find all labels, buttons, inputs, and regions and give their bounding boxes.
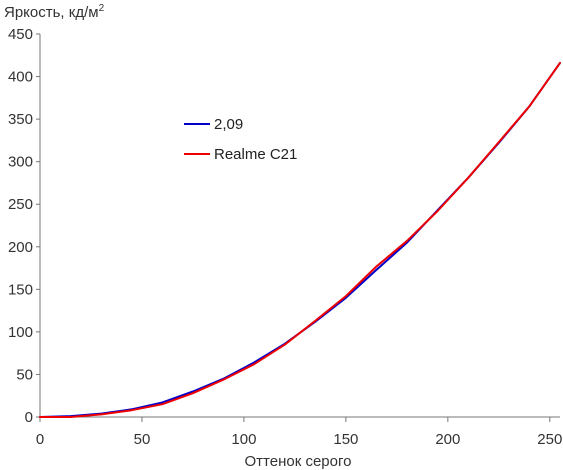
x-ticks: 0 50 100 150 200 250 (36, 417, 562, 448)
y-axis-title-superscript: 2 (99, 3, 105, 14)
y-tick-label: 50 (16, 366, 33, 383)
y-tick-label: 400 (8, 69, 33, 86)
series-lines (39, 61, 561, 418)
y-ticks: 0 50 100 150 200 250 300 350 400 450 (8, 26, 40, 426)
y-axis-title: Яркость, кд/м2 (4, 3, 105, 21)
series-line-1 (39, 61, 561, 418)
legend: 2,09 Realme C21 (184, 116, 297, 163)
y-tick-label: 150 (8, 281, 33, 298)
x-tick-label: 50 (134, 431, 151, 448)
legend-label-2: Realme C21 (214, 146, 297, 163)
y-tick-label: 250 (8, 196, 33, 213)
axes (39, 34, 560, 418)
y-tick-label: 450 (8, 26, 33, 43)
y-tick-label: 300 (8, 154, 33, 171)
legend-label-1: 2,09 (214, 116, 243, 133)
svg-text:Яркость, кд/м2: Яркость, кд/м2 (4, 3, 105, 21)
y-tick-label: 350 (8, 111, 33, 128)
y-axis-title-text: Яркость, кд/м (4, 4, 99, 21)
y-tick-label: 0 (25, 409, 33, 426)
series-line-2 (39, 61, 561, 418)
y-tick-label: 100 (8, 324, 33, 341)
x-axis-title: Оттенок серого (245, 453, 352, 470)
y-tick-label: 200 (8, 239, 33, 256)
x-tick-label: 200 (435, 431, 460, 448)
x-tick-label: 250 (537, 431, 562, 448)
x-tick-label: 0 (36, 431, 44, 448)
x-tick-label: 150 (333, 431, 358, 448)
x-tick-label: 100 (231, 431, 256, 448)
